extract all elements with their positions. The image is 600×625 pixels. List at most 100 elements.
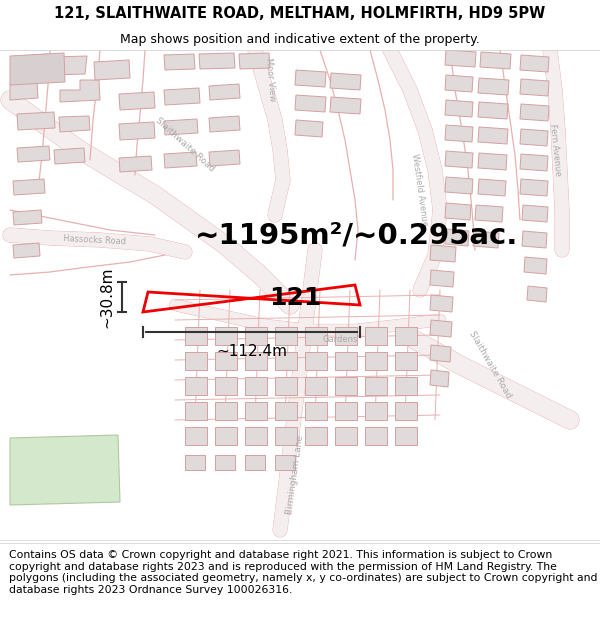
Polygon shape (520, 55, 549, 72)
Text: Hassocks Road: Hassocks Road (64, 234, 127, 246)
Polygon shape (275, 352, 297, 370)
Polygon shape (275, 377, 297, 395)
Polygon shape (430, 320, 452, 337)
Text: Slaithwaite Road: Slaithwaite Road (467, 330, 513, 400)
Polygon shape (94, 60, 130, 80)
Text: Slaithwaite Road: Slaithwaite Road (154, 116, 216, 174)
Polygon shape (520, 154, 548, 171)
Polygon shape (395, 427, 417, 445)
Polygon shape (215, 402, 237, 420)
Polygon shape (475, 205, 503, 222)
Polygon shape (245, 327, 267, 345)
Polygon shape (520, 104, 549, 121)
Polygon shape (445, 203, 471, 220)
Polygon shape (209, 84, 240, 100)
Polygon shape (478, 102, 508, 119)
Polygon shape (478, 78, 509, 95)
Polygon shape (445, 75, 473, 92)
Polygon shape (522, 205, 548, 222)
Polygon shape (13, 179, 45, 195)
Polygon shape (275, 327, 297, 345)
Polygon shape (59, 116, 90, 132)
Polygon shape (209, 116, 240, 132)
Polygon shape (245, 427, 267, 445)
Polygon shape (10, 82, 38, 100)
Polygon shape (50, 56, 87, 75)
Polygon shape (445, 125, 473, 142)
Polygon shape (365, 377, 387, 395)
Polygon shape (275, 402, 297, 420)
Polygon shape (330, 73, 361, 90)
Text: 121, SLAITHWAITE ROAD, MELTHAM, HOLMFIRTH, HD9 5PW: 121, SLAITHWAITE ROAD, MELTHAM, HOLMFIRT… (55, 6, 545, 21)
Polygon shape (335, 402, 357, 420)
Polygon shape (480, 52, 511, 69)
Polygon shape (164, 54, 195, 70)
Polygon shape (305, 377, 327, 395)
Polygon shape (10, 53, 65, 85)
Polygon shape (520, 79, 549, 96)
Text: ~30.8m: ~30.8m (99, 266, 114, 328)
Polygon shape (335, 427, 357, 445)
Polygon shape (12, 54, 47, 75)
Polygon shape (215, 455, 235, 470)
Polygon shape (295, 70, 326, 87)
Polygon shape (305, 402, 327, 420)
Text: ~112.4m: ~112.4m (216, 344, 287, 359)
Polygon shape (430, 270, 454, 287)
Polygon shape (164, 119, 198, 135)
Polygon shape (164, 88, 200, 105)
Polygon shape (395, 377, 417, 395)
Polygon shape (445, 177, 473, 194)
Polygon shape (245, 402, 267, 420)
Polygon shape (335, 327, 357, 345)
Polygon shape (395, 402, 417, 420)
Polygon shape (215, 327, 237, 345)
Polygon shape (473, 231, 499, 248)
Polygon shape (445, 229, 469, 246)
Polygon shape (185, 455, 205, 470)
Polygon shape (119, 156, 152, 172)
Polygon shape (119, 92, 155, 110)
Polygon shape (239, 53, 270, 69)
Polygon shape (17, 112, 55, 130)
Text: 121: 121 (269, 286, 321, 310)
Polygon shape (245, 377, 267, 395)
Polygon shape (54, 148, 85, 164)
Polygon shape (305, 352, 327, 370)
Polygon shape (445, 50, 476, 67)
Polygon shape (430, 245, 456, 262)
Polygon shape (60, 80, 100, 102)
Text: Birmingham Lane: Birmingham Lane (285, 435, 305, 515)
Polygon shape (295, 95, 326, 112)
Polygon shape (524, 257, 547, 274)
Text: Gardens: Gardens (322, 336, 358, 344)
Polygon shape (245, 455, 265, 470)
Polygon shape (215, 377, 237, 395)
Polygon shape (430, 295, 453, 312)
Polygon shape (185, 352, 207, 370)
Polygon shape (445, 100, 473, 117)
Text: Westfield Avenue: Westfield Avenue (410, 153, 430, 227)
Polygon shape (365, 427, 387, 445)
Text: Moor View: Moor View (263, 58, 277, 102)
Polygon shape (215, 427, 237, 445)
Polygon shape (305, 327, 327, 345)
Polygon shape (119, 122, 155, 140)
Polygon shape (395, 327, 417, 345)
Text: Contains OS data © Crown copyright and database right 2021. This information is : Contains OS data © Crown copyright and d… (9, 550, 598, 595)
Polygon shape (17, 146, 50, 162)
Text: Fern Avenue: Fern Avenue (548, 123, 562, 177)
Polygon shape (445, 151, 473, 168)
Polygon shape (164, 152, 197, 168)
Polygon shape (10, 435, 120, 505)
Polygon shape (275, 455, 295, 470)
Polygon shape (13, 243, 40, 258)
Text: ~1195m²/~0.295ac.: ~1195m²/~0.295ac. (195, 221, 518, 249)
Polygon shape (330, 97, 361, 114)
Polygon shape (478, 179, 506, 196)
Polygon shape (185, 427, 207, 445)
Polygon shape (209, 150, 240, 166)
Polygon shape (365, 352, 387, 370)
Polygon shape (275, 427, 297, 445)
Polygon shape (305, 427, 327, 445)
